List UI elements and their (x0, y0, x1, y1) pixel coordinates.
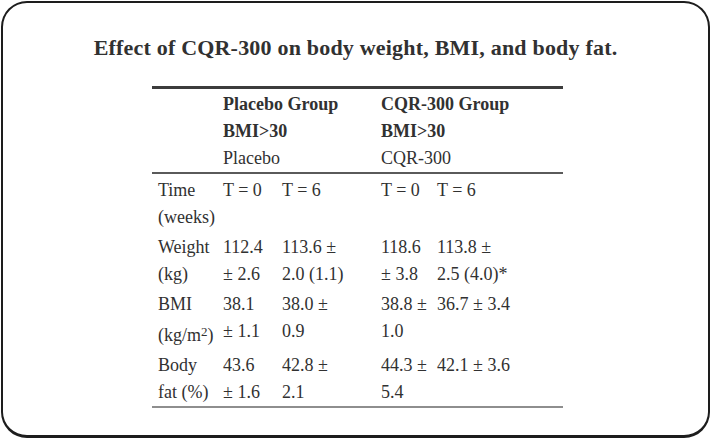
cell-time-placebo-t6: T = 6 (282, 177, 381, 231)
placebo-group-header: Placebo Group BMI>30 Placebo (223, 91, 381, 172)
placebo-group-treatment: Placebo (223, 145, 381, 172)
row-label-bmi: BMI (kg/m2) (152, 291, 223, 349)
row-label-bodyfat: Body fat (%) (152, 352, 223, 406)
table-header: Placebo Group BMI>30 Placebo CQR-300 Gro… (152, 89, 563, 172)
table-row-weight: Weight (kg) 112.4 ± 2.6 113.6 ± 2.0 (1.1… (152, 234, 563, 288)
table-row-bodyfat: Body fat (%) 43.6 ± 1.6 42.8 ± 2.1 44.3 … (152, 352, 563, 406)
cell-bmi-placebo-t6: 38.0 ± 0.9 (282, 291, 381, 349)
cell-bmi-cqr300-t6: 36.7 ± 3.4 (437, 291, 562, 349)
cell-weight-cqr300-t6: 113.8 ± 2.5 (4.0)* (437, 234, 562, 288)
cqr300-group-criteria: BMI>30 (381, 118, 562, 145)
results-table: Placebo Group BMI>30 Placebo CQR-300 Gro… (152, 86, 563, 408)
bmi-label-text: BMI (kg/m (158, 294, 201, 345)
cell-bodyfat-cqr300-t6: 42.1 ± 3.6 (437, 352, 562, 406)
figure-card: Effect of CQR-300 on body weight, BMI, a… (1, 1, 710, 438)
cell-bodyfat-placebo-t6: 42.8 ± 2.1 (282, 352, 381, 406)
cqr300-group-name: CQR-300 Group (381, 91, 562, 118)
cell-bmi-cqr300-t0: 38.8 ± 1.0 (381, 291, 437, 349)
row-label-weight: Weight (kg) (152, 234, 223, 288)
table-row-bmi: BMI (kg/m2) 38.1 ± 1.1 38.0 ± 0.9 38.8 ±… (152, 291, 563, 349)
table-body: Time (weeks) T = 0 T = 6 T = 0 T = 6 Wei… (152, 174, 563, 406)
cell-weight-placebo-t0: 112.4 ± 2.6 (223, 234, 282, 288)
placebo-group-criteria: BMI>30 (223, 118, 381, 145)
table-row-time: Time (weeks) T = 0 T = 6 T = 0 T = 6 (152, 177, 563, 231)
cell-weight-placebo-t6: 113.6 ± 2.0 (1.1) (282, 234, 381, 288)
cell-time-cqr300-t6: T = 6 (437, 177, 562, 231)
cell-bodyfat-cqr300-t0: 44.3 ± 5.4 (381, 352, 437, 406)
bmi-label-close: ) (208, 325, 214, 345)
table-bottom-rule (152, 406, 563, 408)
figure-title: Effect of CQR-300 on body weight, BMI, a… (3, 35, 708, 61)
placebo-group-name: Placebo Group (223, 91, 381, 118)
cell-bmi-placebo-t0: 38.1 ± 1.1 (223, 291, 282, 349)
cell-weight-cqr300-t0: 118.6 ± 3.8 (381, 234, 437, 288)
cqr300-group-treatment: CQR-300 (381, 145, 562, 172)
header-empty-cell (152, 91, 223, 172)
cell-time-cqr300-t0: T = 0 (381, 177, 437, 231)
cell-bodyfat-placebo-t0: 43.6 ± 1.6 (223, 352, 282, 406)
cqr300-group-header: CQR-300 Group BMI>30 CQR-300 (381, 91, 562, 172)
row-label-time: Time (weeks) (152, 177, 223, 231)
cell-time-placebo-t0: T = 0 (223, 177, 282, 231)
